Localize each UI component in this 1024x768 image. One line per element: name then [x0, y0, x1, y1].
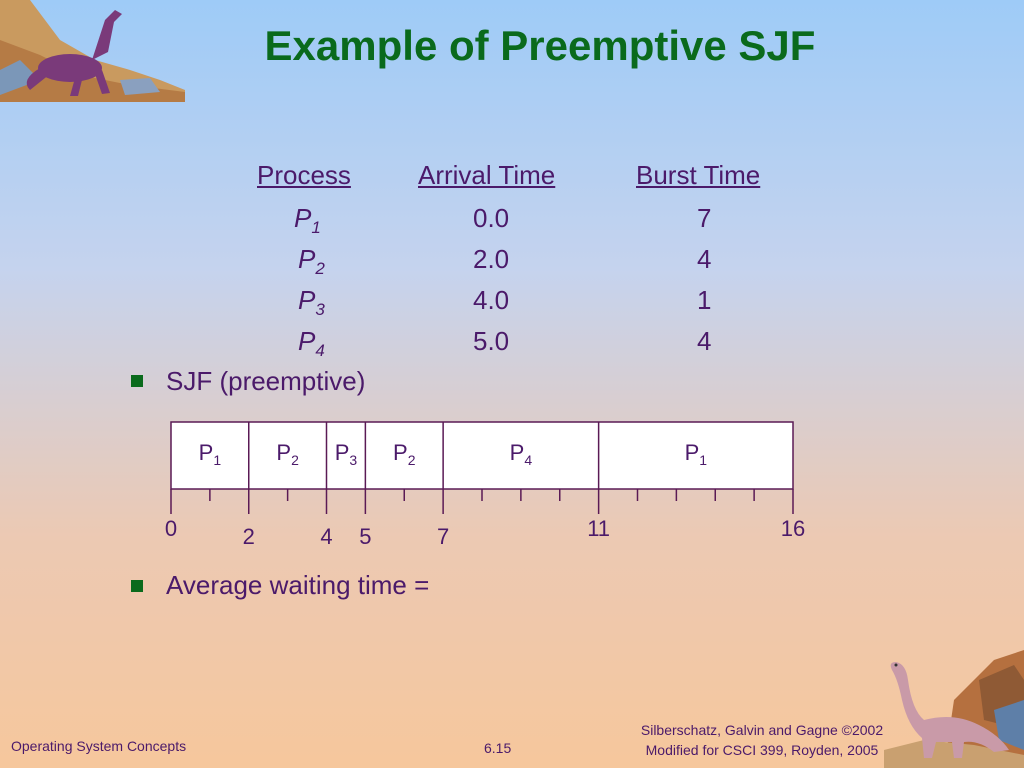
table-header-arrival: Arrival Time [418, 160, 556, 190]
gantt-time-label: 7 [437, 524, 449, 549]
footer-credit-line: Modified for CSCI 399, Royden, 2005 [645, 742, 879, 758]
bullet-marker [131, 375, 143, 387]
footer-credits: Silberschatz, Galvin and Gagne ©2002 Mod… [628, 720, 896, 760]
table-row-arrival: 0.0 [473, 203, 510, 233]
bullet-marker [131, 580, 143, 592]
table-row-process: P4 [298, 326, 325, 361]
gantt-time-label: 16 [781, 516, 805, 541]
table-row-burst: 4 [697, 326, 712, 356]
table-row-process: P1 [294, 203, 321, 238]
dinosaur-top-left-icon [0, 0, 185, 102]
table-row-burst: 1 [697, 285, 712, 315]
gantt-time-label: 5 [359, 524, 371, 549]
table-row-arrival: 2.0 [473, 244, 510, 274]
gantt-time-label: 11 [587, 516, 610, 541]
table-header-process: Process [257, 160, 351, 190]
gantt-time-label: 2 [243, 524, 255, 549]
table-row-arrival: 5.0 [473, 326, 510, 356]
table-row-burst: 4 [697, 244, 712, 274]
slide-title: Example of Preemptive SJF [264, 22, 816, 69]
table-header-burst: Burst Time [636, 160, 761, 190]
gantt-time-label: 4 [320, 524, 332, 549]
bullet-sjf-preemptive: SJF (preemptive) [166, 366, 366, 396]
table-row-process: P2 [298, 244, 325, 279]
footer-credit-line: Silberschatz, Galvin and Gagne ©2002 [640, 722, 884, 738]
table-row-burst: 7 [697, 203, 712, 233]
footer-page-number: 6.15 [484, 740, 512, 756]
table-row-process: P3 [298, 285, 325, 320]
table-row-arrival: 4.0 [473, 285, 510, 315]
bullet-average-waiting-time: Average waiting time = [166, 570, 430, 600]
gantt-bar-frame [170, 421, 794, 490]
footer-course: Operating System Concepts [11, 738, 187, 754]
gantt-time-label: 0 [165, 516, 177, 541]
dinosaur-bottom-right-icon [884, 650, 1024, 768]
